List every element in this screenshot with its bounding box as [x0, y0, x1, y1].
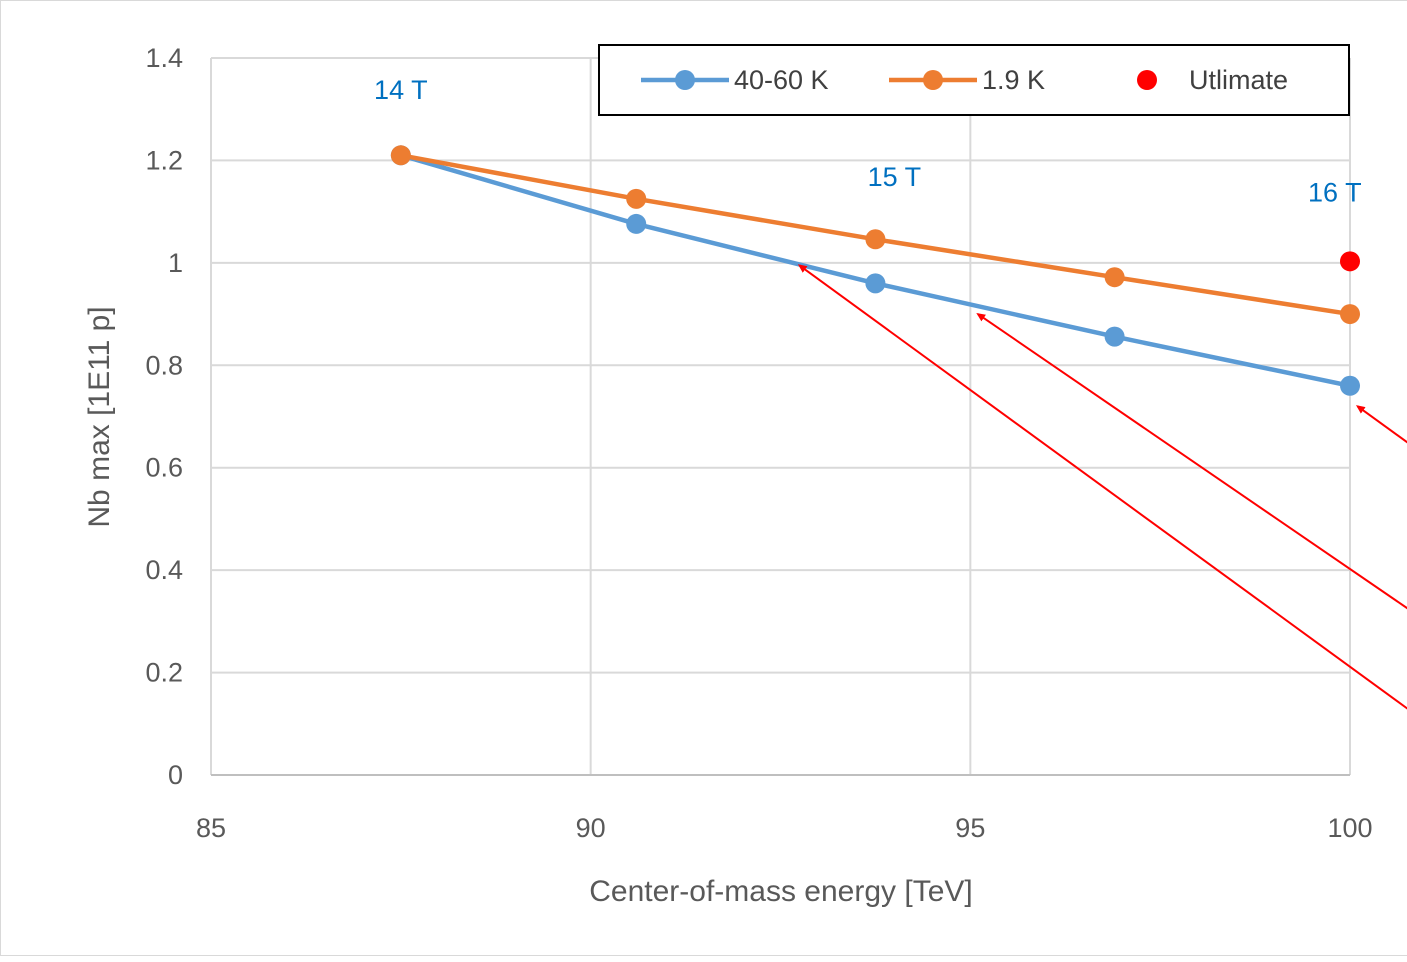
data-point: [1340, 375, 1360, 396]
x-axis-title: Center-of-mass energy [TeV]: [589, 875, 972, 908]
data-point: [626, 188, 647, 209]
x-tick-label: 100: [1327, 813, 1372, 843]
legend-label: Utlimate: [1189, 65, 1288, 95]
data-point: [626, 213, 647, 234]
data-point: [1340, 304, 1360, 325]
x-tick-label: 95: [955, 813, 985, 843]
data-point: [865, 273, 886, 294]
annotation-arrow: [1355, 405, 1407, 444]
legend-label: 40-60 K: [734, 65, 829, 95]
legend: 40-60 K 1.9 K Utlimate: [598, 44, 1350, 116]
legend-swatch-marker: [675, 70, 695, 90]
legend-swatch-marker: [1137, 70, 1157, 90]
axes: 0 0.2 0.4 0.6 0.8 1 1.2 1.4 85 90 95 100: [145, 43, 1372, 843]
y-tick-label: 1.4: [145, 43, 183, 73]
legend-swatch-marker: [923, 70, 943, 90]
data-point: [390, 145, 411, 166]
gridlines: [210, 57, 1351, 775]
y-tick-label: 0.4: [145, 555, 183, 585]
annotation-label: 15 T: [868, 162, 922, 192]
y-tick-label: 0.2: [145, 658, 183, 688]
data-point: [865, 229, 886, 250]
annotation-label: 14 T: [374, 75, 428, 105]
y-tick-label: 1: [168, 248, 183, 278]
data-point: [1104, 326, 1125, 347]
y-tick-label: 1.2: [145, 145, 183, 175]
y-axis-title: Nb max [1E11 p]: [83, 306, 116, 527]
y-tick-label: 0: [168, 760, 183, 790]
annotation-arrow: [797, 264, 1407, 710]
legend-label: 1.9 K: [982, 65, 1045, 95]
y-tick-label: 0.6: [145, 453, 183, 483]
series: [390, 145, 1360, 396]
annotation-label: 16 T: [1308, 177, 1362, 207]
annotation-arrow: [976, 312, 1407, 610]
y-tick-label: 0.8: [145, 350, 183, 380]
x-tick-label: 85: [196, 813, 226, 843]
annotations: 14 T 15 T 16 T: [374, 75, 1362, 207]
data-point: [1340, 251, 1360, 272]
x-tick-label: 90: [576, 813, 606, 843]
data-point: [1104, 267, 1125, 288]
